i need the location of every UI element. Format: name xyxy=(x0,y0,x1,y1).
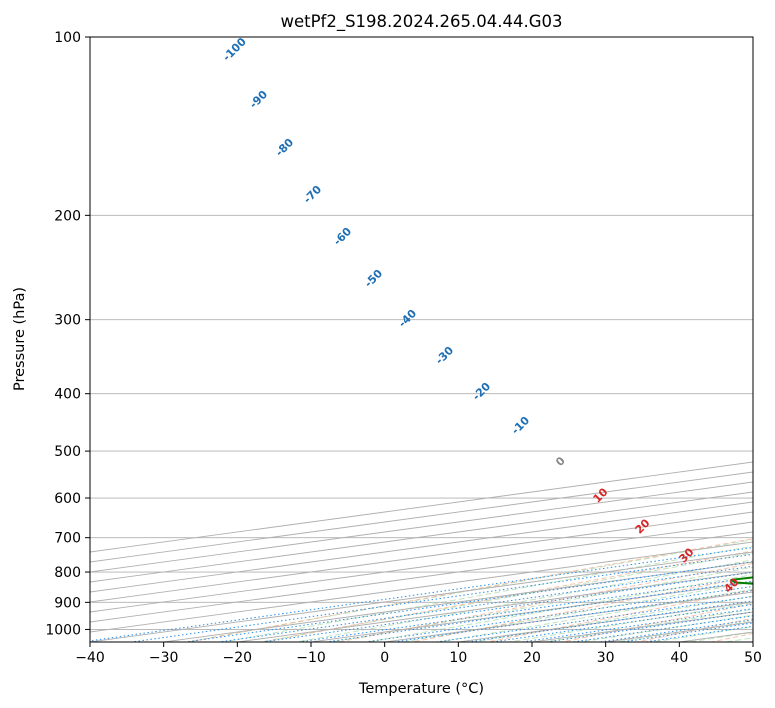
isotherm xyxy=(90,511,753,603)
mixing-ratio-line xyxy=(215,565,753,642)
mixing-ratio-line xyxy=(182,561,753,642)
x-tick-label: −10 xyxy=(296,650,326,666)
dry-adiabat xyxy=(260,550,753,642)
y-tick-label: 800 xyxy=(54,565,81,581)
dry-adiabat xyxy=(186,538,753,642)
x-tick-label: 40 xyxy=(670,650,688,666)
isotherm xyxy=(90,481,753,573)
y-tick-label: 100 xyxy=(54,30,81,46)
mixing-ratio-line xyxy=(259,571,753,642)
moist-adiabat xyxy=(506,602,753,642)
dry-adiabat xyxy=(559,603,753,642)
x-tick-label: 0 xyxy=(380,650,389,666)
x-tick-label: −30 xyxy=(149,650,179,666)
y-tick-label: 1000 xyxy=(45,622,81,638)
y-tick-label: 900 xyxy=(54,595,81,611)
mixing-ratio-line xyxy=(542,611,753,642)
dry-adiabats xyxy=(186,538,753,642)
isotherm xyxy=(90,521,753,613)
isotherm xyxy=(90,491,753,583)
y-tick-label: 200 xyxy=(54,208,81,224)
x-axis-title: Temperature (°C) xyxy=(358,681,484,697)
plot-frame xyxy=(89,36,754,643)
dry-adiabat xyxy=(410,575,753,642)
moist-adiabat xyxy=(257,552,753,642)
y-tick-label: 300 xyxy=(54,313,81,329)
isotherm xyxy=(90,461,753,553)
x-tick-label: 50 xyxy=(744,650,762,666)
x-axis-ticks: −40 −30 −20 −10 0 10 20 30 40 50 xyxy=(75,642,762,666)
mixing-ratio-line xyxy=(596,619,753,642)
mixing-ratio-line xyxy=(128,553,753,642)
moist-adiabat xyxy=(293,559,753,642)
y-axis-title: Pressure (hPa) xyxy=(12,287,28,391)
mixing-ratio-lines xyxy=(90,546,753,642)
y-axis-ticks: 100 200 300 400 500 600 700 800 900 1000 xyxy=(45,30,90,638)
y-tick-label: 600 xyxy=(54,491,81,507)
moist-adiabat xyxy=(435,588,753,642)
mixing-ratio-line xyxy=(569,615,753,642)
plot-background xyxy=(90,37,753,642)
plot-area: 0.10.20.40.611.52346810131620253036-100-… xyxy=(90,37,753,642)
isotherm xyxy=(90,471,753,563)
x-tick-label: 20 xyxy=(523,650,541,666)
x-tick-label: −40 xyxy=(75,650,105,666)
y-tick-label: 500 xyxy=(54,444,81,460)
x-tick-label: −20 xyxy=(223,650,253,666)
chart-title: wetPf2_S198.2024.265.04.44.G03 xyxy=(280,12,562,32)
isotherm xyxy=(90,501,753,593)
y-tick-label: 400 xyxy=(54,387,81,403)
isotherms xyxy=(90,461,753,642)
x-tick-label: 10 xyxy=(449,650,467,666)
x-tick-label: 30 xyxy=(597,650,615,666)
y-tick-label: 700 xyxy=(54,531,81,547)
isotherm xyxy=(90,531,753,623)
mixing-ratio-line xyxy=(518,608,753,642)
